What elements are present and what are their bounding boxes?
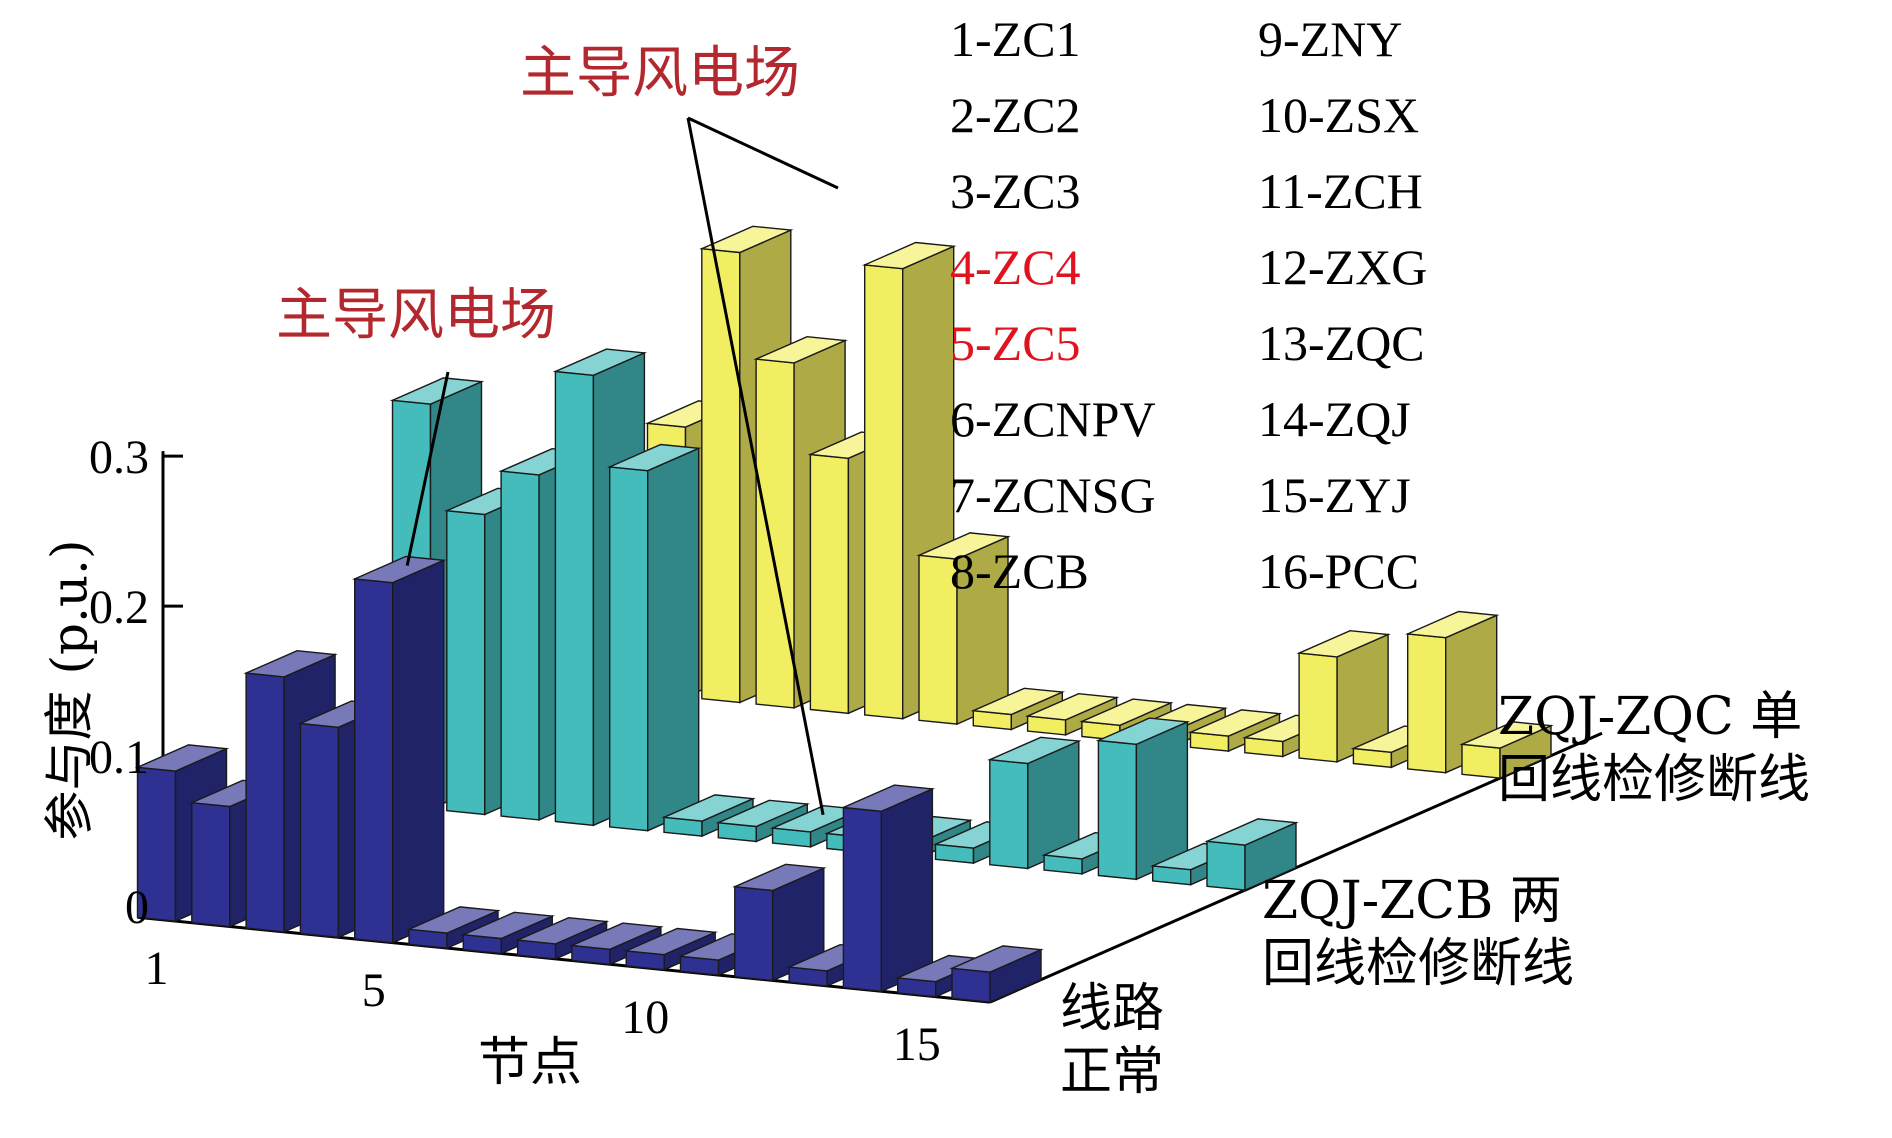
legend-item: 8-ZCB <box>950 543 1089 599</box>
bar <box>970 687 1066 731</box>
legend-item: 16-PCC <box>1258 543 1420 599</box>
bars <box>134 225 1554 1004</box>
x-axis-label: 节点 <box>478 1033 583 1093</box>
bar <box>514 916 610 960</box>
annotation-dominant-wind-farm: 主导风电场 <box>276 283 556 348</box>
bar <box>606 443 702 832</box>
bar <box>351 555 447 944</box>
series-label-line: ZQJ-ZCB 两 <box>1262 871 1562 931</box>
legend-item: 14-ZQJ <box>1258 391 1411 447</box>
x-tick-label: 1 <box>145 942 169 995</box>
series-label-normal: 线路 正常 <box>1060 978 1164 1105</box>
bar <box>840 784 936 993</box>
y-tick-label: 0 <box>125 881 149 934</box>
legend-item: 4-ZC4 <box>950 239 1081 295</box>
bar <box>916 532 1011 726</box>
annotation-leader-line <box>405 371 450 566</box>
legend-item: 7-ZCNSG <box>950 467 1156 523</box>
y-tick-label: 0.1 <box>89 731 149 784</box>
bar <box>1459 721 1554 780</box>
series-label-line: 线路 <box>1060 979 1165 1039</box>
bar <box>1296 629 1391 763</box>
bar <box>987 736 1082 870</box>
x-tick-label: 15 <box>893 1018 941 1071</box>
annotation-dominant-wind-farm: 主导风电场 <box>520 41 800 106</box>
x-tick-label: 5 <box>362 964 386 1017</box>
legend-item: 5-ZC5 <box>950 315 1081 371</box>
legend-item: 1-ZC1 <box>950 11 1081 67</box>
bar <box>1204 818 1299 892</box>
bar <box>1024 692 1120 736</box>
series-label-line: 正常 <box>1060 1042 1165 1103</box>
bar <box>1095 717 1191 881</box>
bar <box>861 241 957 720</box>
legend-item: 15-ZYJ <box>1258 467 1411 523</box>
series-label-line: 回线检修断线 <box>1498 750 1811 811</box>
legend-item: 13-ZQC <box>1258 315 1425 371</box>
legend-item: 3-ZC3 <box>950 163 1081 219</box>
series-label-zqj-zcb: ZQJ-ZCB 两 回线检修断线 <box>1262 870 1574 997</box>
annotation-lines <box>405 116 839 816</box>
y-tick-label: 0.2 <box>89 581 149 634</box>
bar <box>569 922 664 966</box>
annotation-leader-line <box>687 116 839 190</box>
series-label-line: ZQJ-ZQC 单 <box>1498 687 1803 747</box>
bar <box>1404 610 1500 774</box>
annotation-leader-line <box>686 117 825 816</box>
bar <box>732 863 827 982</box>
legend-item: 11-ZCH <box>1258 163 1423 219</box>
series-label-line: 回线检修断线 <box>1262 934 1575 995</box>
legend-item: 2-ZC2 <box>950 87 1081 143</box>
bar <box>623 927 718 971</box>
y-tick-label: 0.3 <box>89 431 149 484</box>
y-axis-label: 参与度 (p.u.) <box>40 539 99 841</box>
series-label-zqj-zqc: ZQJ-ZQC 单 回线检修断线 <box>1498 686 1810 813</box>
bar <box>460 911 556 955</box>
legend-item: 12-ZXG <box>1258 239 1428 295</box>
legend-item: 10-ZSX <box>1258 87 1420 143</box>
legend-item: 9-ZNY <box>1258 11 1403 67</box>
bar <box>715 799 811 843</box>
bar <box>949 945 1044 1004</box>
x-tick-label: 10 <box>621 991 669 1044</box>
legend-item: 6-ZCNPV <box>950 391 1156 447</box>
